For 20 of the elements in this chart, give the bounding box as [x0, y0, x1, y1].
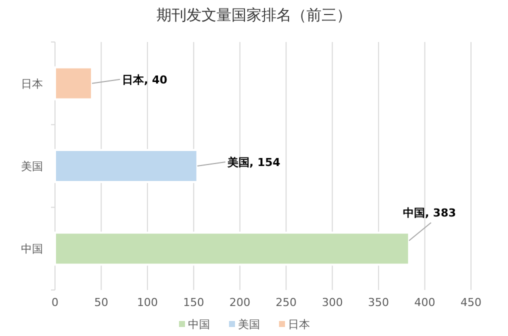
- x-tick-label: 250: [276, 296, 297, 309]
- legend-label: 中国: [188, 318, 210, 331]
- y-tick-label: 中国: [21, 242, 43, 256]
- y-tick-label: 日本: [21, 77, 43, 90]
- x-tick-label: 0: [52, 296, 58, 309]
- chart-title: 期刊发文量国家排名（前三）: [156, 6, 352, 24]
- x-tick-label: 350: [368, 296, 390, 309]
- x-tick-label: 50: [94, 296, 108, 309]
- data-label: 日本, 40: [122, 73, 168, 86]
- x-tick-label: 400: [414, 296, 436, 309]
- x-tick-label: 450: [460, 296, 482, 309]
- x-tick-label: 100: [136, 296, 158, 309]
- x-tick-label: 300: [322, 296, 343, 309]
- y-tick-label: 美国: [21, 160, 43, 173]
- x-tick-label: 200: [229, 296, 250, 309]
- legend-label: 美国: [238, 318, 260, 331]
- data-label: 美国, 154: [226, 156, 281, 169]
- x-tick-label: 150: [183, 296, 204, 309]
- legend-label: 日本: [288, 318, 310, 331]
- data-label: 中国, 383: [403, 206, 456, 220]
